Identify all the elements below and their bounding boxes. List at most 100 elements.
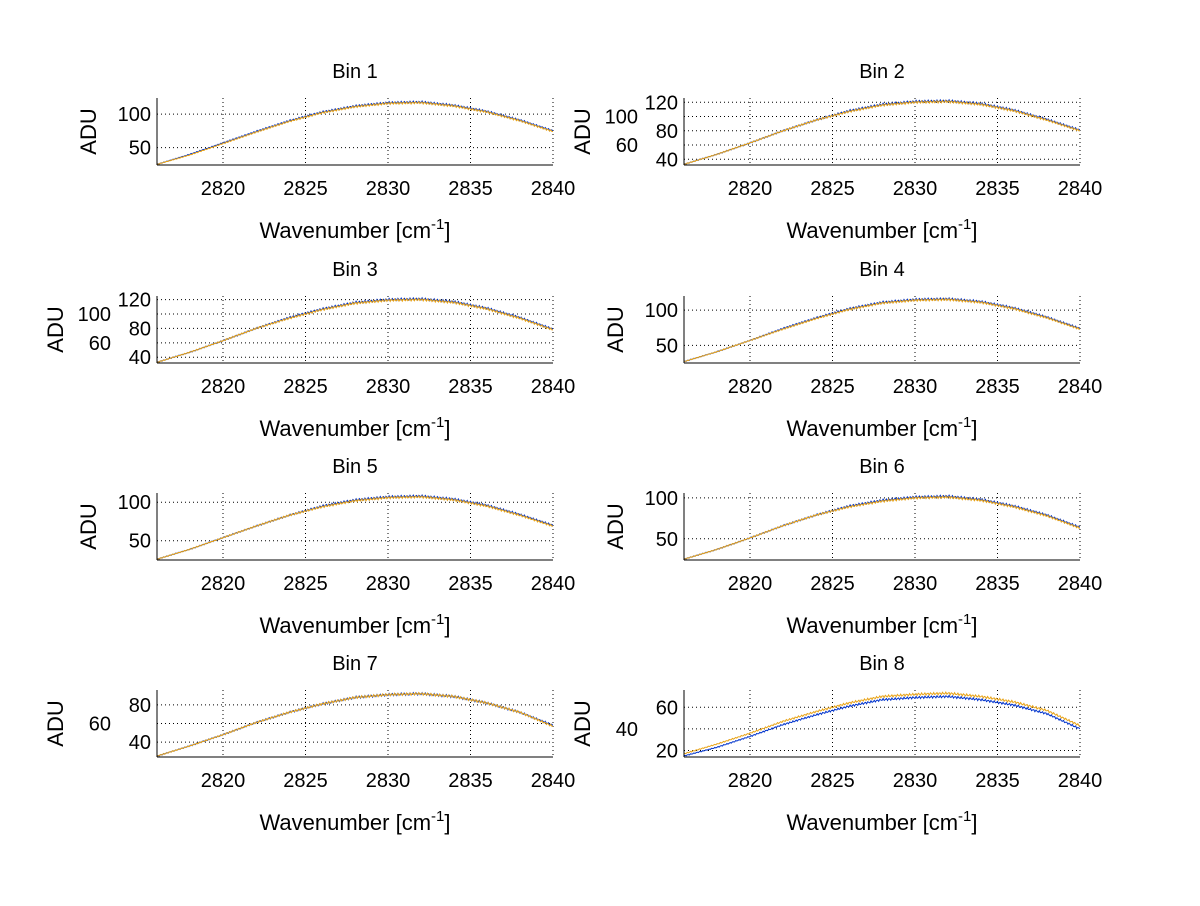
x-tick-label: 2840: [531, 573, 576, 595]
x-axis-label: Wavenumber [cm-1]: [786, 611, 977, 638]
x-tick-label: 2820: [201, 770, 246, 792]
subplot-2: 2820 2825 2830 2835 2840 40 60 80 100 120 Bin 2 Wav…: [570, 61, 1102, 243]
x-axis-label-superscript: -1: [431, 611, 444, 628]
x-tick-label: 2820: [201, 573, 246, 595]
x-tick-label: 2830: [893, 770, 938, 792]
subplot-title: Bin 1: [332, 61, 378, 83]
x-axis-label-superscript: -1: [958, 216, 971, 233]
y-axis-label: ADU: [603, 503, 628, 549]
series-line-2: [684, 691, 1080, 755]
y-axis-label: ADU: [43, 700, 68, 746]
x-axis-label-superscript: -1: [431, 808, 444, 825]
series-line-1: [684, 694, 1080, 757]
x-axis-label-superscript: -1: [431, 414, 444, 431]
x-axis-label-superscript: -1: [431, 216, 444, 233]
y-tick-label: 60: [616, 135, 638, 157]
y-tick-label: 120: [645, 92, 678, 114]
x-tick-label: 2835: [448, 573, 493, 595]
subplot-title: Bin 4: [859, 259, 905, 281]
x-axis-label: Wavenumber [cm-1]: [786, 414, 977, 441]
series-line-2: [684, 297, 1080, 362]
subplot-title: Bin 3: [332, 259, 378, 281]
x-tick-label: 2830: [366, 770, 411, 792]
x-axis-label-superscript: -1: [958, 414, 971, 431]
series-line-1: [684, 296, 1080, 363]
x-axis-label: Wavenumber [cm-1]: [259, 808, 450, 835]
y-tick-label: 50: [129, 138, 151, 160]
series-line-1: [157, 691, 553, 757]
x-axis-label: Wavenumber [cm-1]: [259, 216, 450, 243]
series-line-2: [157, 691, 553, 757]
y-tick-label: 20: [656, 741, 678, 763]
series-line-1: [157, 296, 553, 363]
x-tick-label: 2825: [810, 178, 855, 200]
y-tick-label: 60: [89, 333, 111, 355]
x-axis-label-end: ]: [971, 218, 977, 243]
x-tick-label: 2825: [283, 573, 328, 595]
x-tick-label: 2820: [728, 770, 773, 792]
subplot-title: Bin 8: [859, 653, 905, 675]
y-tick-label: 100: [605, 107, 638, 129]
y-tick-label: 60: [89, 714, 111, 736]
x-tick-label: 2835: [975, 770, 1020, 792]
x-tick-label: 2840: [1058, 376, 1103, 398]
series-line-2: [684, 495, 1080, 560]
x-tick-label: 2820: [728, 178, 773, 200]
x-axis-label-end: ]: [444, 416, 450, 441]
x-tick-label: 2835: [975, 178, 1020, 200]
x-axis-label-text: Wavenumber [cm: [259, 416, 431, 441]
series-line-1: [684, 98, 1080, 165]
y-tick-label: 40: [129, 732, 151, 754]
x-tick-label: 2840: [1058, 178, 1103, 200]
y-axis-label: ADU: [76, 503, 101, 549]
y-tick-label: 50: [656, 529, 678, 551]
x-tick-label: 2820: [728, 376, 773, 398]
x-axis-label-text: Wavenumber [cm: [786, 810, 958, 835]
x-tick-label: 2835: [975, 573, 1020, 595]
x-tick-label: 2830: [366, 573, 411, 595]
x-axis-label: Wavenumber [cm-1]: [786, 808, 977, 835]
x-tick-label: 2835: [448, 178, 493, 200]
series-line-1: [684, 494, 1080, 560]
x-tick-label: 2830: [893, 178, 938, 200]
x-tick-label: 2840: [1058, 573, 1103, 595]
x-tick-label: 2840: [531, 770, 576, 792]
subplot-6: 2820 2825 2830 2835 2840 50 100 Bin 6 Wavenumber…: [603, 456, 1102, 638]
subplot-5: 2820 2825 2830 2835 2840 50 100 Bin 5 Wavenumber…: [76, 456, 575, 638]
x-axis-label: Wavenumber [cm-1]: [259, 414, 450, 441]
x-axis-label-end: ]: [971, 810, 977, 835]
x-tick-label: 2840: [531, 178, 576, 200]
y-tick-label: 120: [118, 290, 151, 312]
x-tick-label: 2825: [810, 573, 855, 595]
x-axis-label-end: ]: [444, 613, 450, 638]
x-tick-label: 2835: [448, 770, 493, 792]
x-tick-label: 2820: [201, 178, 246, 200]
y-tick-label: 80: [129, 318, 151, 340]
x-axis-label-text: Wavenumber [cm: [786, 218, 958, 243]
x-tick-label: 2820: [201, 376, 246, 398]
x-tick-label: 2825: [283, 178, 328, 200]
series-line-1: [157, 100, 553, 165]
x-tick-label: 2830: [366, 376, 411, 398]
subplot-4: 2820 2825 2830 2835 2840 50 100 Bin 4 Wavenumber…: [603, 259, 1102, 441]
y-tick-label: 40: [129, 347, 151, 369]
subplot-title: Bin 2: [859, 61, 905, 83]
x-axis-label-text: Wavenumber [cm: [786, 613, 958, 638]
x-tick-label: 2825: [810, 770, 855, 792]
y-tick-label: 100: [645, 488, 678, 510]
x-axis-label-end: ]: [444, 810, 450, 835]
x-tick-label: 2825: [283, 376, 328, 398]
y-tick-label: 100: [78, 304, 111, 326]
x-axis-label-text: Wavenumber [cm: [259, 810, 431, 835]
x-tick-label: 2830: [366, 178, 411, 200]
y-axis-label: ADU: [76, 108, 101, 154]
y-tick-label: 80: [656, 121, 678, 143]
x-axis-label-text: Wavenumber [cm: [786, 416, 958, 441]
x-tick-label: 2830: [893, 376, 938, 398]
subplot-title: Bin 7: [332, 653, 378, 675]
y-tick-label: 80: [129, 695, 151, 717]
x-axis-label: Wavenumber [cm-1]: [259, 611, 450, 638]
y-axis-label: ADU: [43, 306, 68, 352]
x-axis-label-end: ]: [444, 218, 450, 243]
